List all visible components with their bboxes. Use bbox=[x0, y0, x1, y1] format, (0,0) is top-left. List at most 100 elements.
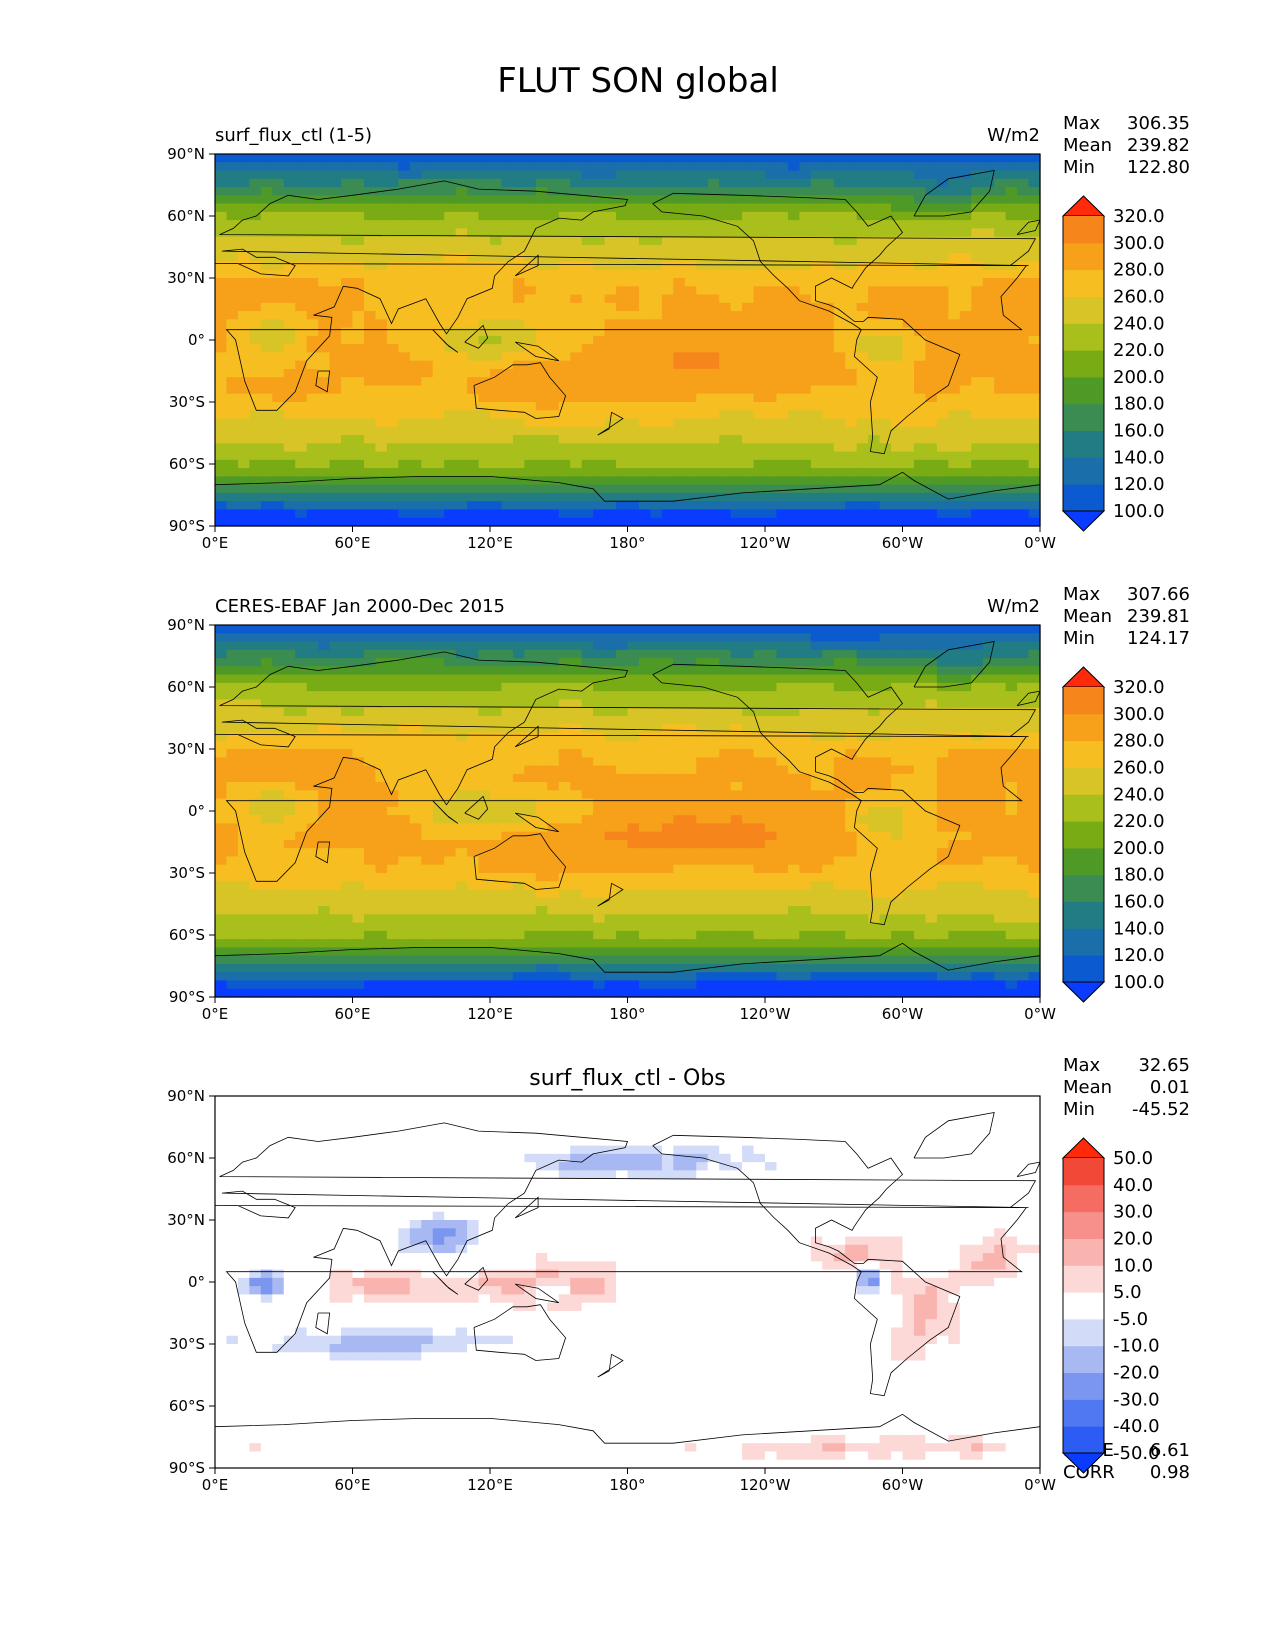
contour-cell bbox=[936, 261, 949, 271]
contour-cell bbox=[593, 377, 606, 387]
contour-cell bbox=[226, 492, 239, 502]
contour-cell bbox=[638, 806, 652, 816]
contour-cell bbox=[891, 178, 904, 188]
contour-cell bbox=[547, 666, 560, 676]
contour-cell bbox=[925, 509, 938, 519]
contour-cell bbox=[787, 426, 800, 436]
contour-cell bbox=[535, 178, 548, 188]
contour-cell bbox=[455, 451, 468, 461]
contour-cell bbox=[661, 715, 674, 725]
contour-cell bbox=[444, 244, 457, 254]
contour-cell bbox=[856, 368, 869, 378]
contour-cell bbox=[467, 402, 480, 411]
contour-cell bbox=[444, 749, 457, 758]
contour-cell bbox=[363, 360, 377, 370]
contour-cell bbox=[673, 170, 686, 180]
contour-cell bbox=[432, 319, 445, 329]
contour-cell bbox=[650, 806, 663, 816]
contour-cell bbox=[306, 435, 319, 444]
contour-cell bbox=[833, 377, 846, 387]
contour-cell bbox=[845, 443, 858, 453]
coastline bbox=[514, 341, 560, 362]
contour-cell bbox=[421, 443, 434, 453]
contour-cell bbox=[341, 749, 354, 758]
contour-cell bbox=[650, 798, 663, 808]
contour-cell bbox=[318, 426, 331, 436]
contour-cell bbox=[799, 798, 812, 808]
contour-cell bbox=[868, 435, 881, 444]
contour-cell bbox=[444, 220, 457, 229]
contour-cell bbox=[833, 691, 846, 700]
contour-cell bbox=[215, 368, 228, 378]
contour-cell bbox=[638, 236, 652, 246]
contour-cell bbox=[982, 625, 995, 634]
contour-cell bbox=[753, 443, 766, 453]
contour-cell bbox=[398, 195, 411, 205]
contour-cell bbox=[913, 765, 927, 775]
contour-cell bbox=[661, 244, 674, 254]
contour-cell bbox=[902, 162, 915, 172]
contour-cell bbox=[318, 244, 331, 254]
contour-cell bbox=[742, 443, 755, 453]
contour-cell bbox=[1005, 278, 1018, 287]
contour-cell bbox=[868, 691, 881, 700]
contour-cell bbox=[719, 682, 732, 692]
contour-cell bbox=[547, 757, 560, 767]
contour-cell bbox=[753, 385, 766, 395]
contour-cell bbox=[627, 443, 640, 453]
contour-cell bbox=[856, 418, 869, 428]
contour-cell bbox=[467, 757, 480, 767]
contour-cell bbox=[1028, 790, 1041, 800]
contour-cell bbox=[765, 699, 778, 709]
contour-cell bbox=[363, 319, 377, 329]
contour-cell bbox=[891, 674, 904, 684]
contour-cell bbox=[226, 476, 239, 486]
contour-cell bbox=[913, 509, 927, 519]
contour-cell bbox=[237, 203, 250, 213]
contour-cell bbox=[444, 377, 457, 387]
contour-cell bbox=[661, 195, 674, 205]
contour-cell bbox=[822, 402, 835, 411]
contour-cell bbox=[994, 682, 1007, 692]
contour-cell bbox=[673, 682, 686, 692]
contour-cell bbox=[283, 278, 296, 287]
contour-cell bbox=[936, 377, 949, 387]
contour-cell bbox=[776, 740, 789, 750]
contour-cell bbox=[742, 501, 755, 511]
contour-cell bbox=[971, 666, 984, 676]
contour-cell bbox=[879, 773, 892, 783]
contour-cell bbox=[386, 178, 399, 188]
contour-cell bbox=[810, 278, 823, 287]
contour-cell bbox=[982, 393, 995, 403]
contour-cell bbox=[226, 294, 239, 304]
contour-cell bbox=[570, 790, 583, 800]
contour-cell bbox=[467, 335, 480, 345]
contour-cell bbox=[570, 352, 583, 362]
contour-cell bbox=[902, 435, 915, 444]
contour-cell bbox=[799, 344, 812, 353]
contour-cell bbox=[467, 509, 480, 519]
contour-cell bbox=[925, 418, 938, 428]
contour-cell bbox=[570, 170, 583, 180]
contour-cell bbox=[673, 311, 686, 320]
contour-cell bbox=[501, 509, 514, 519]
contour-cell bbox=[398, 790, 411, 800]
contour-cell bbox=[215, 402, 228, 411]
contour-cell bbox=[604, 195, 617, 205]
contour-cell bbox=[318, 468, 331, 477]
contour-cell bbox=[237, 749, 250, 758]
contour-cell bbox=[306, 749, 319, 758]
contour-cell bbox=[226, 435, 239, 444]
contour-cell bbox=[237, 682, 250, 692]
contour-cell bbox=[730, 740, 743, 750]
contour-cell bbox=[638, 658, 652, 667]
contour-cell bbox=[604, 641, 617, 651]
contour-cell bbox=[421, 517, 434, 527]
contour-cell bbox=[879, 195, 892, 205]
contour-cell bbox=[902, 749, 915, 758]
contour-cell bbox=[226, 509, 239, 519]
contour-cell bbox=[570, 649, 583, 659]
contour-cell bbox=[833, 352, 846, 362]
contour-cell bbox=[868, 418, 881, 428]
contour-cell bbox=[272, 517, 285, 527]
